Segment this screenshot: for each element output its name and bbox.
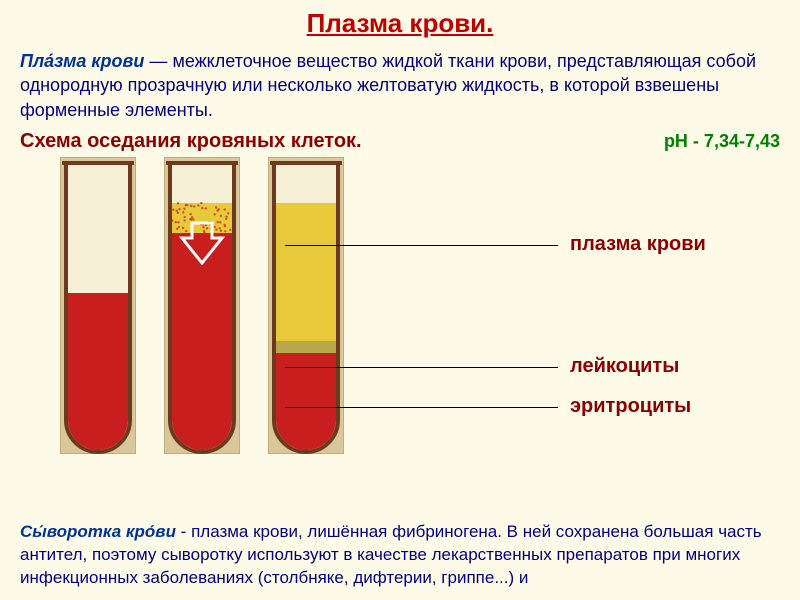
sedimentation-diagram: плазма крови лейкоциты эритроциты [20,157,780,467]
serum-term: Сы́воротка кро́ви [20,522,176,541]
test-tube-2 [164,157,240,454]
label-plasma: плазма крови [570,233,706,256]
test-tubes [60,157,344,454]
subtitle-row: Схема оседания кровяных клеток. pH - 7,3… [20,130,780,153]
slide: Плазма крови. Пла́зма крови — межклеточн… [0,0,800,600]
leader-line [285,367,558,369]
definition-dash: — [144,51,172,71]
test-tube-3 [268,157,344,454]
test-tube-1 [60,157,136,454]
label-erythrocytes: эритроциты [570,395,691,418]
ph-value: pH - 7,34-7,43 [664,131,780,152]
definition-term: Пла́зма крови [20,51,144,71]
plasma-definition: Пла́зма крови — межклеточное вещество жи… [20,49,780,122]
leader-line [285,245,558,247]
serum-dash: - [176,522,191,541]
label-leukocytes: лейкоциты [570,355,679,378]
slide-title: Плазма крови. [20,8,780,39]
leader-line [285,407,558,409]
diagram-subtitle: Схема оседания кровяных клеток. [20,130,362,153]
serum-definition: Сы́воротка кро́ви - плазма крови, лишённ… [20,521,780,590]
